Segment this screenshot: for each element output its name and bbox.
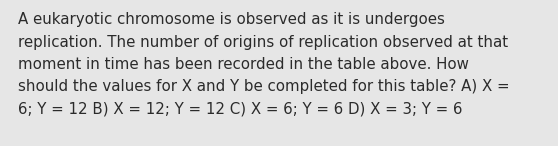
Text: should the values for X and Y be completed for this table? A) X =: should the values for X and Y be complet…: [18, 80, 509, 94]
Text: 6; Y = 12 B) X = 12; Y = 12 C) X = 6; Y = 6 D) X = 3; Y = 6: 6; Y = 12 B) X = 12; Y = 12 C) X = 6; Y …: [18, 102, 463, 117]
Text: A eukaryotic chromosome is observed as it is undergoes: A eukaryotic chromosome is observed as i…: [18, 12, 445, 27]
Text: moment in time has been recorded in the table above. How: moment in time has been recorded in the …: [18, 57, 469, 72]
Text: replication. The number of origins of replication observed at that: replication. The number of origins of re…: [18, 34, 508, 49]
